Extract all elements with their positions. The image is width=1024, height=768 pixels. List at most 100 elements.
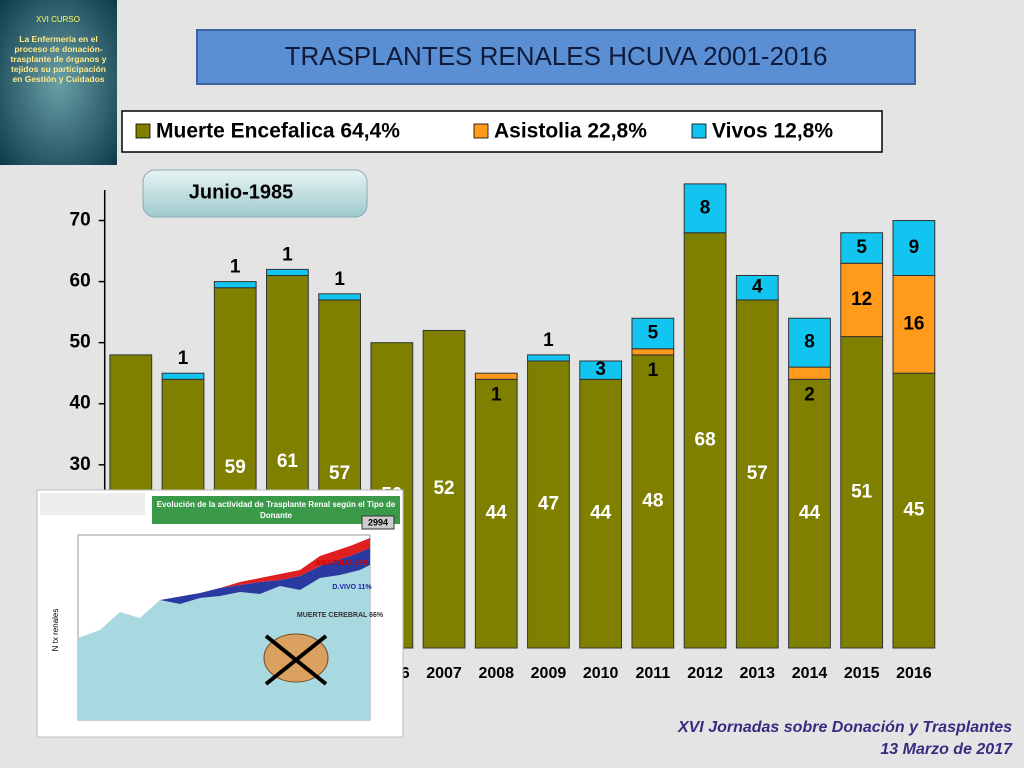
data-label: 61 [277, 451, 299, 472]
bar-segment [422, 329, 466, 649]
data-label: 59 [225, 457, 246, 478]
inset-total-box [361, 515, 395, 530]
bar-segment [735, 274, 779, 301]
data-label: 48 [642, 490, 663, 511]
bar-segment [892, 220, 936, 276]
data-label: 57 [747, 463, 768, 484]
y-tick-label: 40 [70, 393, 91, 414]
data-label: 44 [799, 503, 821, 524]
chart-title: TRASPLANTES RENALES HCUVA 2001-2016 [285, 41, 828, 71]
bar-segment [318, 293, 362, 301]
data-label: 8 [804, 332, 815, 353]
x-tick-label: 2015 [844, 665, 880, 682]
y-tick-label: 70 [70, 210, 91, 231]
bar-segment [892, 274, 936, 374]
inset-axis-label: N tx renales [51, 609, 60, 652]
data-label: 1 [648, 360, 659, 381]
legend-label: Asistolia 22,8% [494, 120, 647, 143]
data-label: 68 [695, 429, 716, 450]
bar-segment [579, 378, 623, 649]
data-label: 44 [590, 503, 612, 524]
data-label: 5 [648, 323, 659, 344]
footer-line: 13 Marzo de 2017 [880, 741, 1013, 758]
annotation: Junio-1985 [189, 181, 293, 203]
data-label: 57 [329, 463, 350, 484]
data-label: 51 [851, 481, 873, 502]
data-label: 44 [486, 503, 508, 524]
legend-swatch [691, 123, 707, 139]
annotation-box [142, 169, 368, 218]
data-label: 16 [903, 313, 924, 334]
data-label: 1 [178, 348, 189, 369]
legend-items: Muerte Encefalica 64,4% Asistolia 22,8% Vi… [135, 120, 833, 143]
x-tick-label: 2011 [636, 665, 671, 682]
bar-segment [631, 354, 675, 649]
inset-total: 2994 [368, 517, 388, 527]
data-label: 8 [700, 197, 711, 218]
data-label: 1 [491, 384, 502, 405]
logo: XVI CURSO La Enfermería en el proceso de… [0, 0, 117, 165]
x-tick-label: 2014 [792, 665, 828, 682]
bar-segment [579, 360, 623, 380]
data-label: 1 [543, 330, 554, 351]
data-label: 1 [334, 269, 345, 290]
data-label: 2 [804, 384, 815, 405]
x-tick-label: 2013 [739, 665, 775, 682]
x-tick-label: 2010 [583, 665, 619, 682]
bar-segment [840, 262, 884, 338]
legend-swatch [135, 123, 151, 139]
x-tick-label: 2007 [426, 665, 462, 682]
inset-header [152, 496, 400, 524]
bar-segment [161, 372, 205, 380]
data-label: 5 [856, 237, 867, 258]
legend-label: Vivos 12,8% [712, 120, 833, 143]
data-label: 9 [909, 237, 920, 258]
data-label: 12 [851, 289, 872, 310]
title-box [196, 29, 916, 85]
data-label: 3 [595, 359, 606, 380]
bar-segment [631, 348, 675, 356]
bar-segment [892, 372, 936, 649]
logo-text-box: La Enfermería en el proceso de donación-… [11, 34, 107, 84]
inset-label: MUERTE CEREBRAL 66% [297, 612, 384, 619]
logo-course: XVI CURSO [36, 15, 80, 24]
data-label: 45 [903, 500, 925, 521]
x-tick-label: 2008 [478, 665, 514, 682]
data-label: 1 [230, 257, 241, 278]
inset-label: ASISTOLIA 23% [316, 560, 370, 567]
bar-segment [474, 378, 518, 649]
inset: Evolución de la actividad de Trasplante … [36, 489, 404, 738]
inset-title-box: Evolución de la actividad de Trasplante … [156, 500, 396, 520]
data-label: 47 [538, 494, 559, 515]
footer-line: XVI Jornadas sobre Donación y Trasplante… [677, 719, 1012, 736]
x-tick-label: 2012 [687, 665, 723, 682]
inset-label: D.VIVO 11% [332, 584, 372, 591]
bar-segment [527, 354, 570, 362]
data-label: 52 [433, 478, 454, 499]
bar-segment [735, 299, 779, 649]
data-label: 4 [752, 277, 763, 298]
x-tick-label: 2016 [896, 665, 932, 682]
inset-title: Evolución de la actividad de Trasplante … [156, 500, 396, 520]
bar-segment [527, 360, 570, 649]
y-tick-label: 50 [70, 332, 91, 353]
inset-area-living [160, 548, 370, 604]
inset-cross [264, 634, 328, 686]
y-tick-label: 30 [70, 454, 91, 475]
bar-segment [840, 232, 884, 264]
legend-label: Muerte Encefalica 64,4% [156, 120, 400, 143]
legend [121, 110, 883, 153]
bar-segment [788, 378, 831, 649]
bar-segment [213, 281, 257, 289]
bar-segment [788, 317, 831, 368]
bar-segment [631, 317, 675, 350]
legend-swatch [473, 123, 489, 139]
y-tick-label: 60 [70, 271, 91, 292]
inset-logos [40, 493, 145, 515]
bar-segment [266, 268, 309, 276]
x-tick-label: 2009 [531, 665, 567, 682]
logo-image [0, 0, 117, 165]
bar-segment [788, 366, 831, 380]
data-label: 1 [282, 244, 293, 265]
